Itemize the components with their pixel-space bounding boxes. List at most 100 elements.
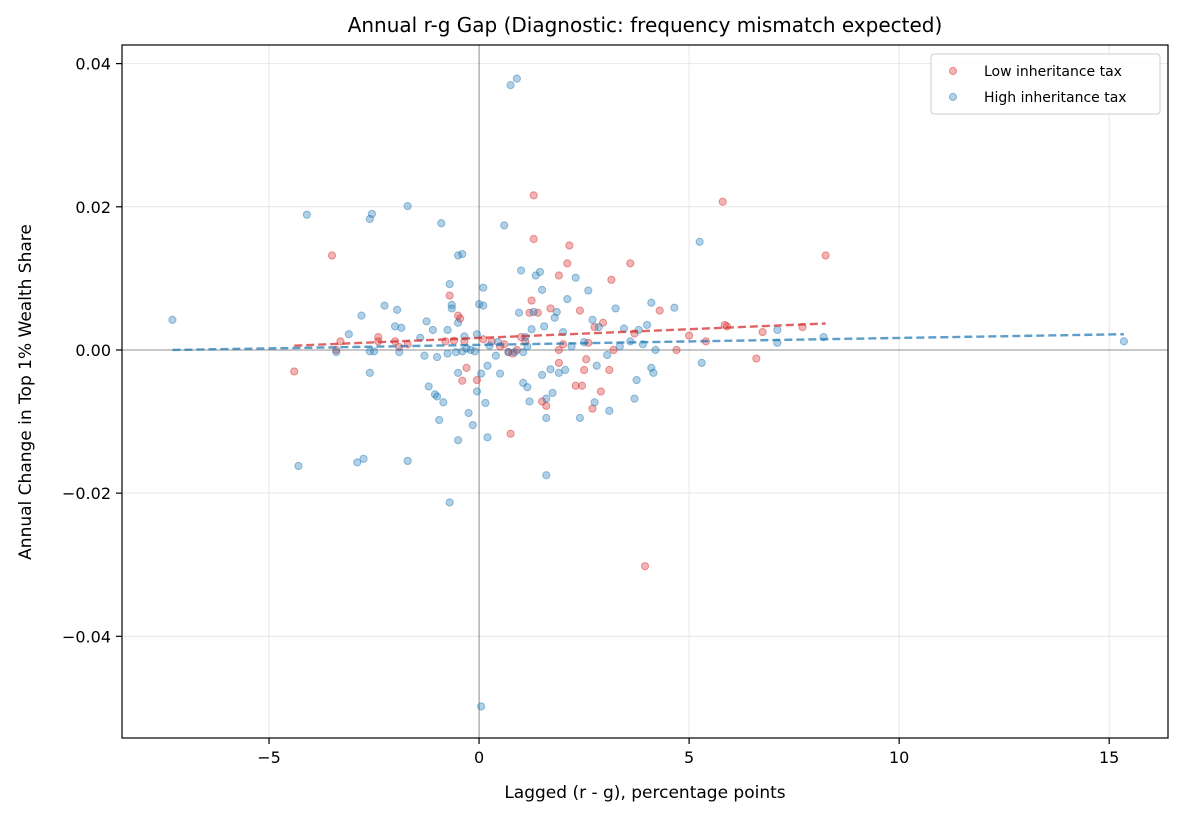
y-tick-label: 0.04 bbox=[75, 55, 111, 74]
point-high-inheritance-tax bbox=[390, 322, 400, 331]
point-high-inheritance-tax bbox=[357, 311, 366, 320]
point-high-inheritance-tax bbox=[479, 301, 488, 310]
legend: Low inheritance tax High inheritance tax bbox=[930, 53, 1161, 115]
point-high-inheritance-tax bbox=[611, 304, 620, 313]
point-high-inheritance-tax bbox=[529, 307, 538, 317]
point-low-inheritance-tax bbox=[527, 296, 536, 305]
point-low-inheritance-tax bbox=[537, 397, 547, 406]
point-high-inheritance-tax bbox=[393, 305, 402, 314]
point-high-inheritance-tax bbox=[432, 353, 442, 362]
point-high-inheritance-tax bbox=[531, 271, 540, 280]
point-low-inheritance-tax bbox=[596, 387, 605, 396]
point-low-inheritance-tax bbox=[718, 197, 727, 206]
point-high-inheritance-tax bbox=[523, 383, 532, 392]
point-high-inheritance-tax bbox=[458, 347, 467, 356]
point-low-inheritance-tax bbox=[508, 349, 517, 358]
legend-label-high-inheritance-tax: High inheritance tax bbox=[984, 90, 1127, 106]
point-low-inheritance-tax bbox=[655, 306, 664, 315]
point-high-inheritance-tax bbox=[1119, 337, 1128, 346]
point-low-inheritance-tax bbox=[445, 291, 454, 300]
reference-lines bbox=[122, 45, 1168, 738]
point-high-inheritance-tax bbox=[168, 315, 177, 325]
point-low-inheritance-tax bbox=[525, 308, 534, 317]
trend-line-low-inheritance-tax bbox=[294, 322, 826, 347]
point-low-inheritance-tax bbox=[565, 241, 574, 250]
legend-marker-low-inheritance-tax bbox=[948, 66, 958, 76]
point-high-inheritance-tax bbox=[697, 358, 706, 367]
y-tick-label: −0.04 bbox=[62, 627, 111, 646]
axis-ticks: −5 0 5 10 15 −0.04 −0.02 0.00 0.02 0.04 bbox=[62, 55, 1119, 767]
point-high-inheritance-tax bbox=[395, 348, 404, 357]
point-high-inheritance-tax bbox=[592, 361, 601, 370]
point-high-inheritance-tax bbox=[435, 416, 444, 425]
trend-line-high-inheritance-tax bbox=[172, 333, 1124, 352]
point-high-inheritance-tax bbox=[453, 436, 463, 445]
point-high-inheritance-tax bbox=[561, 365, 570, 375]
point-high-inheritance-tax bbox=[542, 413, 551, 423]
point-low-inheritance-tax bbox=[546, 304, 555, 313]
point-high-inheritance-tax bbox=[632, 375, 641, 385]
point-high-inheritance-tax bbox=[422, 317, 431, 326]
point-high-inheritance-tax bbox=[651, 345, 660, 355]
point-high-inheritance-tax bbox=[453, 251, 463, 260]
point-low-inheritance-tax bbox=[640, 562, 650, 571]
point-high-inheritance-tax bbox=[519, 348, 528, 357]
point-high-inheritance-tax bbox=[516, 266, 526, 275]
plot-frame bbox=[121, 44, 1169, 739]
point-high-inheritance-tax bbox=[397, 323, 406, 332]
x-tick-label: 0 bbox=[474, 748, 484, 767]
point-high-inheritance-tax bbox=[430, 390, 440, 399]
legend-label-low-inheritance-tax: Low inheritance tax bbox=[984, 64, 1122, 80]
y-tick-label: 0.02 bbox=[75, 198, 111, 217]
point-high-inheritance-tax bbox=[369, 347, 379, 356]
point-high-inheritance-tax bbox=[481, 398, 490, 408]
point-low-inheritance-tax bbox=[504, 348, 513, 357]
point-low-inheritance-tax bbox=[609, 345, 618, 355]
point-low-inheritance-tax bbox=[554, 358, 563, 367]
point-high-inheritance-tax bbox=[647, 363, 656, 372]
point-low-inheritance-tax bbox=[542, 401, 551, 410]
point-high-inheritance-tax bbox=[552, 307, 561, 317]
point-low-inheritance-tax bbox=[533, 308, 542, 317]
point-high-inheritance-tax bbox=[470, 347, 479, 356]
point-high-inheritance-tax bbox=[594, 322, 603, 332]
point-high-inheritance-tax bbox=[332, 348, 341, 357]
point-high-inheritance-tax bbox=[584, 286, 593, 295]
point-low-inheritance-tax bbox=[456, 314, 465, 323]
point-low-inheritance-tax bbox=[554, 271, 563, 280]
point-high-inheritance-tax bbox=[353, 458, 362, 467]
point-high-inheritance-tax bbox=[512, 74, 521, 83]
point-high-inheritance-tax bbox=[445, 498, 454, 507]
point-low-inheritance-tax bbox=[462, 363, 471, 372]
point-high-inheritance-tax bbox=[649, 368, 658, 377]
y-axis-title: Annual Change in Top 1% Wealth Share bbox=[16, 224, 36, 560]
point-high-inheritance-tax bbox=[571, 273, 580, 282]
point-low-inheritance-tax bbox=[605, 365, 614, 375]
point-high-inheritance-tax bbox=[420, 351, 429, 360]
point-high-inheritance-tax bbox=[550, 313, 559, 322]
point-high-inheritance-tax bbox=[474, 300, 484, 309]
point-high-inheritance-tax bbox=[365, 368, 374, 377]
point-high-inheritance-tax bbox=[443, 325, 452, 335]
point-high-inheritance-tax bbox=[451, 348, 461, 357]
point-low-inheritance-tax bbox=[672, 345, 681, 355]
point-high-inheritance-tax bbox=[514, 308, 524, 317]
point-high-inheritance-tax bbox=[527, 325, 536, 334]
point-high-inheritance-tax bbox=[510, 348, 519, 357]
point-high-inheritance-tax bbox=[506, 80, 515, 90]
point-high-inheritance-tax bbox=[575, 413, 584, 423]
point-high-inheritance-tax bbox=[359, 454, 368, 463]
point-high-inheritance-tax bbox=[670, 303, 679, 312]
point-high-inheritance-tax bbox=[472, 387, 482, 396]
point-high-inheritance-tax bbox=[302, 210, 311, 219]
x-axis-title: Lagged (r - g), percentage points bbox=[504, 783, 785, 803]
y-tick-label: 0.00 bbox=[75, 341, 111, 360]
point-high-inheritance-tax bbox=[479, 283, 488, 292]
point-high-inheritance-tax bbox=[695, 237, 704, 246]
point-low-inheritance-tax bbox=[563, 259, 572, 268]
point-low-inheritance-tax bbox=[821, 251, 830, 260]
y-tick-label: −0.02 bbox=[62, 484, 111, 503]
point-high-inheritance-tax bbox=[428, 325, 437, 335]
data-points bbox=[168, 74, 1128, 711]
